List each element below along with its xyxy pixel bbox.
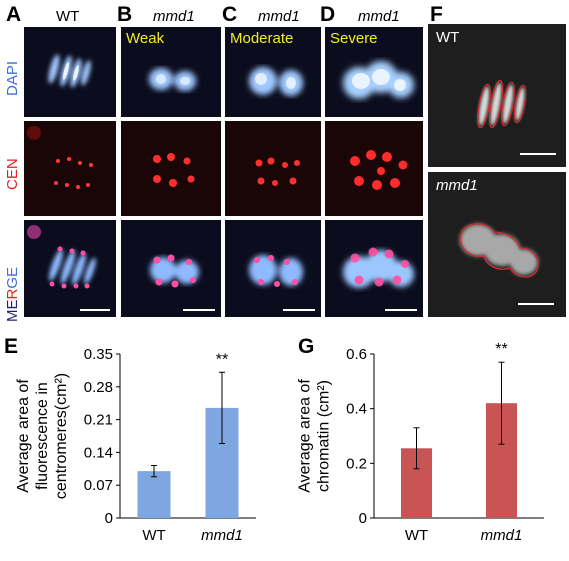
chart-e: 0 0.07 0.14 0.21 0.28 0.35 WT mmd1 ** Average are… <box>0 330 290 556</box>
centromere-dots <box>27 126 93 189</box>
severity-moderate-label: Moderate <box>230 30 294 47</box>
chromatin-shape <box>343 61 414 99</box>
merge-letter-m: M <box>4 309 21 323</box>
micrograph-a-merge <box>24 220 116 317</box>
centromere-dots <box>255 157 300 186</box>
chart-g: 0 0.2 0.4 0.6 WT mmd1 ** Average area of chromat… <box>290 330 569 556</box>
merge-letter-e2: E <box>4 266 21 277</box>
y-axis-label: Average area of fluorescence in centromere… <box>15 373 70 499</box>
y-tick-label: 0 <box>359 510 367 527</box>
micrograph-c-merge <box>225 220 321 317</box>
row-label-dapi: DAPI <box>4 60 21 96</box>
micrograph-a-dapi <box>24 27 116 117</box>
panel-label-e: E <box>4 335 19 358</box>
chromatin-outline <box>459 223 554 305</box>
severity-severe-label: Severe <box>330 30 378 47</box>
y-tick-label: 0.14 <box>84 444 113 461</box>
significance-marker: ** <box>216 351 228 368</box>
y-tick-label: 0 <box>105 510 113 527</box>
y-axis-label-line: Average area of <box>15 379 32 493</box>
merge-overlay <box>343 247 417 311</box>
y-axis-label: Average area of chromatin (cm²) <box>297 379 333 493</box>
x-tick-label: WT <box>405 527 428 544</box>
panel-label-g: G <box>298 335 315 358</box>
chromatin-shape <box>249 67 303 96</box>
x-tick-label: mmd1 <box>481 527 523 544</box>
micrograph-a-cen <box>24 121 116 216</box>
y-tick-label: 0.07 <box>84 477 113 494</box>
y-axis-label-line: centromeres(cm²) <box>53 373 70 499</box>
merge-letter-g: G <box>4 276 21 289</box>
micrograph-d-dapi: Severe <box>325 27 423 117</box>
significance-marker: ** <box>495 341 507 358</box>
panel-b-title: mmd1 <box>153 8 195 25</box>
y-tick-label: 0.2 <box>346 455 367 472</box>
merge-overlay <box>27 225 110 311</box>
row-label-merge: MERGE <box>4 266 21 323</box>
panel-label-a: A <box>6 3 22 26</box>
y-axis-label-line: fluorescence in <box>34 382 51 490</box>
micrograph-b-merge <box>121 220 221 317</box>
chromatin-outline <box>477 79 556 155</box>
centromere-dots <box>153 153 195 187</box>
micrograph-c-cen <box>225 121 321 216</box>
chromatin-shape <box>48 54 91 88</box>
bar-WT <box>137 471 171 518</box>
panel-label-b: B <box>117 3 133 26</box>
y-tick-label: 0.4 <box>346 401 367 418</box>
micrograph-d-merge <box>325 220 423 317</box>
merge-letter-r: R <box>4 288 21 300</box>
panel-c-title: mmd1 <box>258 8 300 25</box>
y-axis-label-line: chromatin (cm²) <box>316 380 333 492</box>
panel-f-wt-label: WT <box>436 29 460 46</box>
panel-f-mmd1-label: mmd1 <box>436 177 478 194</box>
x-tick-label: WT <box>142 527 165 544</box>
micrograph-b-cen <box>121 121 221 216</box>
panel-label-c: C <box>222 3 238 26</box>
merge-letter-e: E <box>4 299 21 310</box>
panel-label-d: D <box>320 3 336 26</box>
severity-weak-label: Weak <box>126 30 165 47</box>
x-tick-label: mmd1 <box>201 527 243 544</box>
merge-overlay <box>150 254 215 311</box>
merge-overlay <box>249 255 315 311</box>
y-tick-label: 0.6 <box>346 346 367 363</box>
panel-a-title: WT <box>56 8 80 25</box>
panel-d-title: mmd1 <box>358 8 400 25</box>
y-axis-label-line: Average area of <box>297 379 314 493</box>
centromere-dots <box>350 150 408 190</box>
y-tick-label: 0.35 <box>84 346 113 363</box>
micrograph-c-dapi: Moderate <box>225 27 321 117</box>
micrograph-f-wt: WT <box>428 24 566 167</box>
panel-label-f: F <box>430 3 443 26</box>
micrograph-d-cen <box>325 121 423 216</box>
y-tick-label: 0.21 <box>84 412 113 429</box>
micrograph-f-mmd1: mmd1 <box>428 172 566 317</box>
micrograph-b-dapi: Weak <box>121 27 221 117</box>
chromatin-shape <box>149 68 196 91</box>
row-label-cen: CEN <box>4 158 21 190</box>
y-tick-label: 0.28 <box>84 379 113 396</box>
